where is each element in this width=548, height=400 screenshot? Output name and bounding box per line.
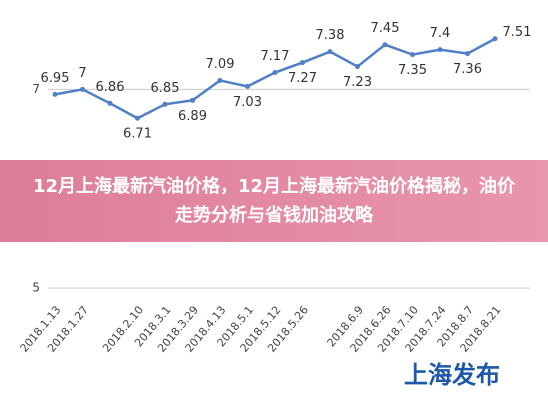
value-label: 7.27 — [288, 71, 317, 86]
point — [80, 86, 85, 92]
value-label: 6.95 — [41, 71, 70, 86]
point — [272, 70, 278, 76]
value-label: 7.03 — [233, 95, 262, 110]
value-label: 6.71 — [123, 127, 152, 142]
point — [382, 42, 388, 48]
point — [245, 83, 250, 89]
point — [465, 51, 470, 57]
point — [107, 100, 113, 106]
value-label: 7.36 — [453, 62, 482, 77]
banner-title: 12月上海最新汽油价格，12月上海最新汽油价格揭秘，油价走势分析与省钱加油攻略 — [32, 176, 516, 226]
value-label: 7.09 — [206, 57, 235, 72]
value-label: 7.38 — [316, 28, 345, 43]
point — [410, 52, 415, 58]
point — [135, 115, 140, 121]
y-tick-label: 5 — [32, 281, 40, 295]
value-label: 7.51 — [503, 25, 532, 40]
point — [162, 101, 168, 107]
value-label: 7.35 — [398, 63, 427, 78]
value-label: 6.86 — [96, 80, 125, 95]
value-label: 7.23 — [343, 75, 372, 90]
banner: 12月上海最新汽油价格，12月上海最新汽油价格揭秘，油价走势分析与省钱加油攻略 — [0, 160, 548, 242]
value-label: 7.4 — [430, 26, 451, 41]
value-label: 7.17 — [261, 49, 290, 64]
point — [492, 36, 498, 42]
value-label: 6.85 — [151, 81, 180, 96]
point — [217, 77, 223, 83]
point — [52, 91, 58, 97]
value-label: 7 — [78, 66, 86, 81]
point — [327, 49, 333, 55]
value-label: 6.89 — [178, 109, 207, 124]
logo: 上海发布 — [404, 361, 500, 389]
point — [300, 60, 305, 66]
value-label: 7.45 — [371, 21, 400, 36]
y-tick-label: 7 — [32, 82, 40, 96]
point — [355, 64, 360, 70]
point — [190, 97, 195, 103]
point — [437, 47, 443, 53]
